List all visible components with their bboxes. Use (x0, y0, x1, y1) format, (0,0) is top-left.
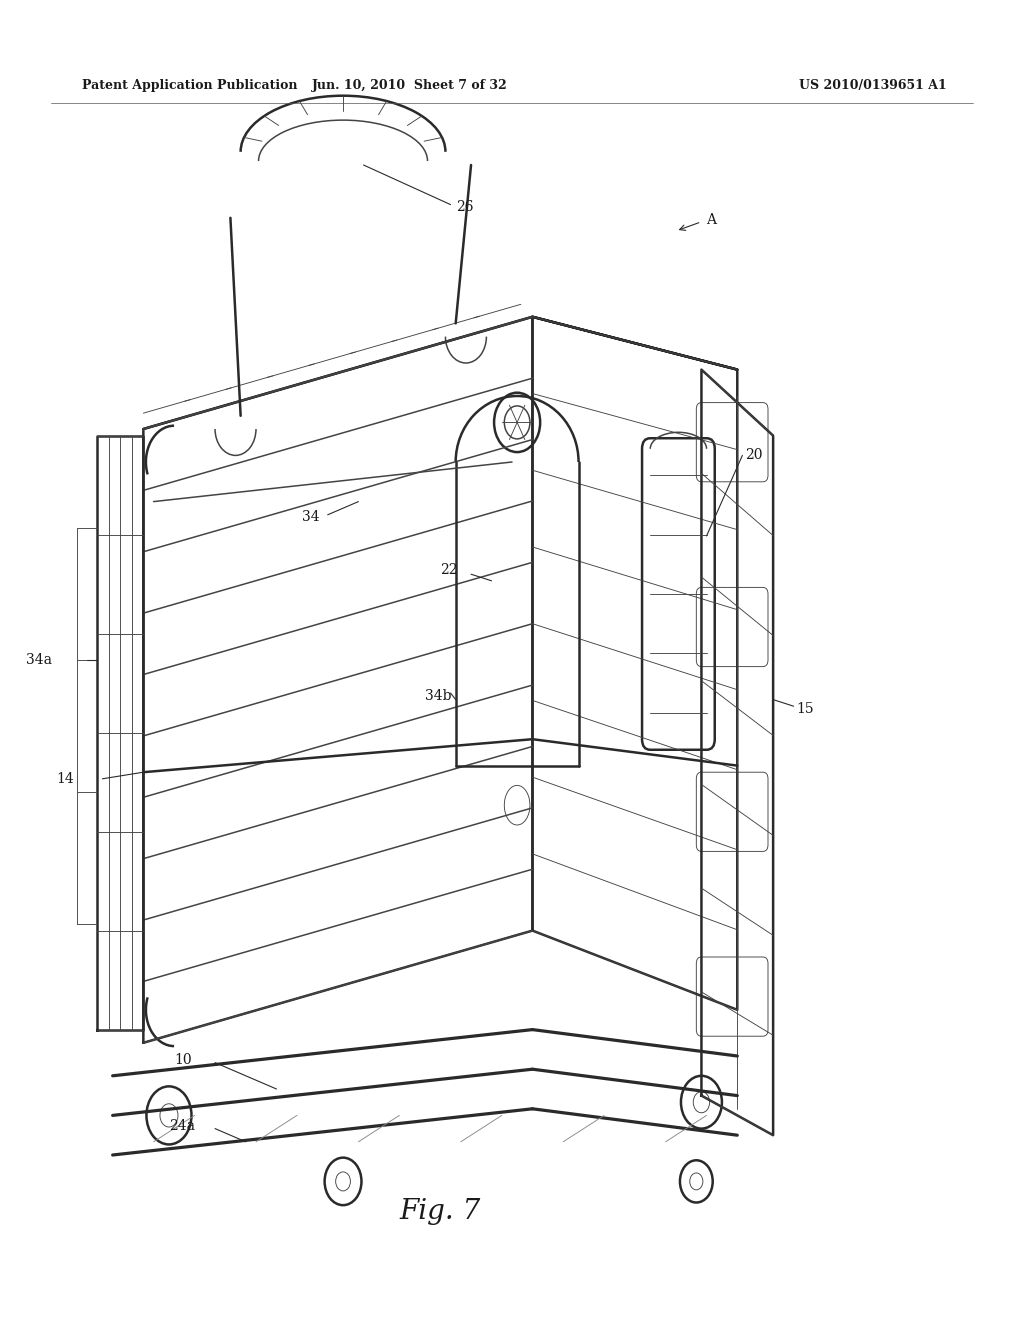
Text: Patent Application Publication: Patent Application Publication (82, 79, 297, 92)
Text: Fig. 7: Fig. 7 (399, 1199, 481, 1225)
Text: 24a: 24a (169, 1119, 195, 1133)
Text: 10: 10 (174, 1053, 191, 1067)
Text: 34b: 34b (425, 689, 452, 702)
Text: 26: 26 (456, 201, 473, 214)
Text: 22: 22 (440, 564, 458, 577)
Text: 14: 14 (56, 772, 74, 785)
Text: 15: 15 (797, 702, 814, 715)
Text: US 2010/0139651 A1: US 2010/0139651 A1 (799, 79, 946, 92)
Text: 34: 34 (302, 511, 319, 524)
Text: 34a: 34a (26, 653, 51, 667)
Text: A: A (707, 214, 717, 227)
Text: 20: 20 (745, 449, 763, 462)
Text: Jun. 10, 2010  Sheet 7 of 32: Jun. 10, 2010 Sheet 7 of 32 (311, 79, 508, 92)
